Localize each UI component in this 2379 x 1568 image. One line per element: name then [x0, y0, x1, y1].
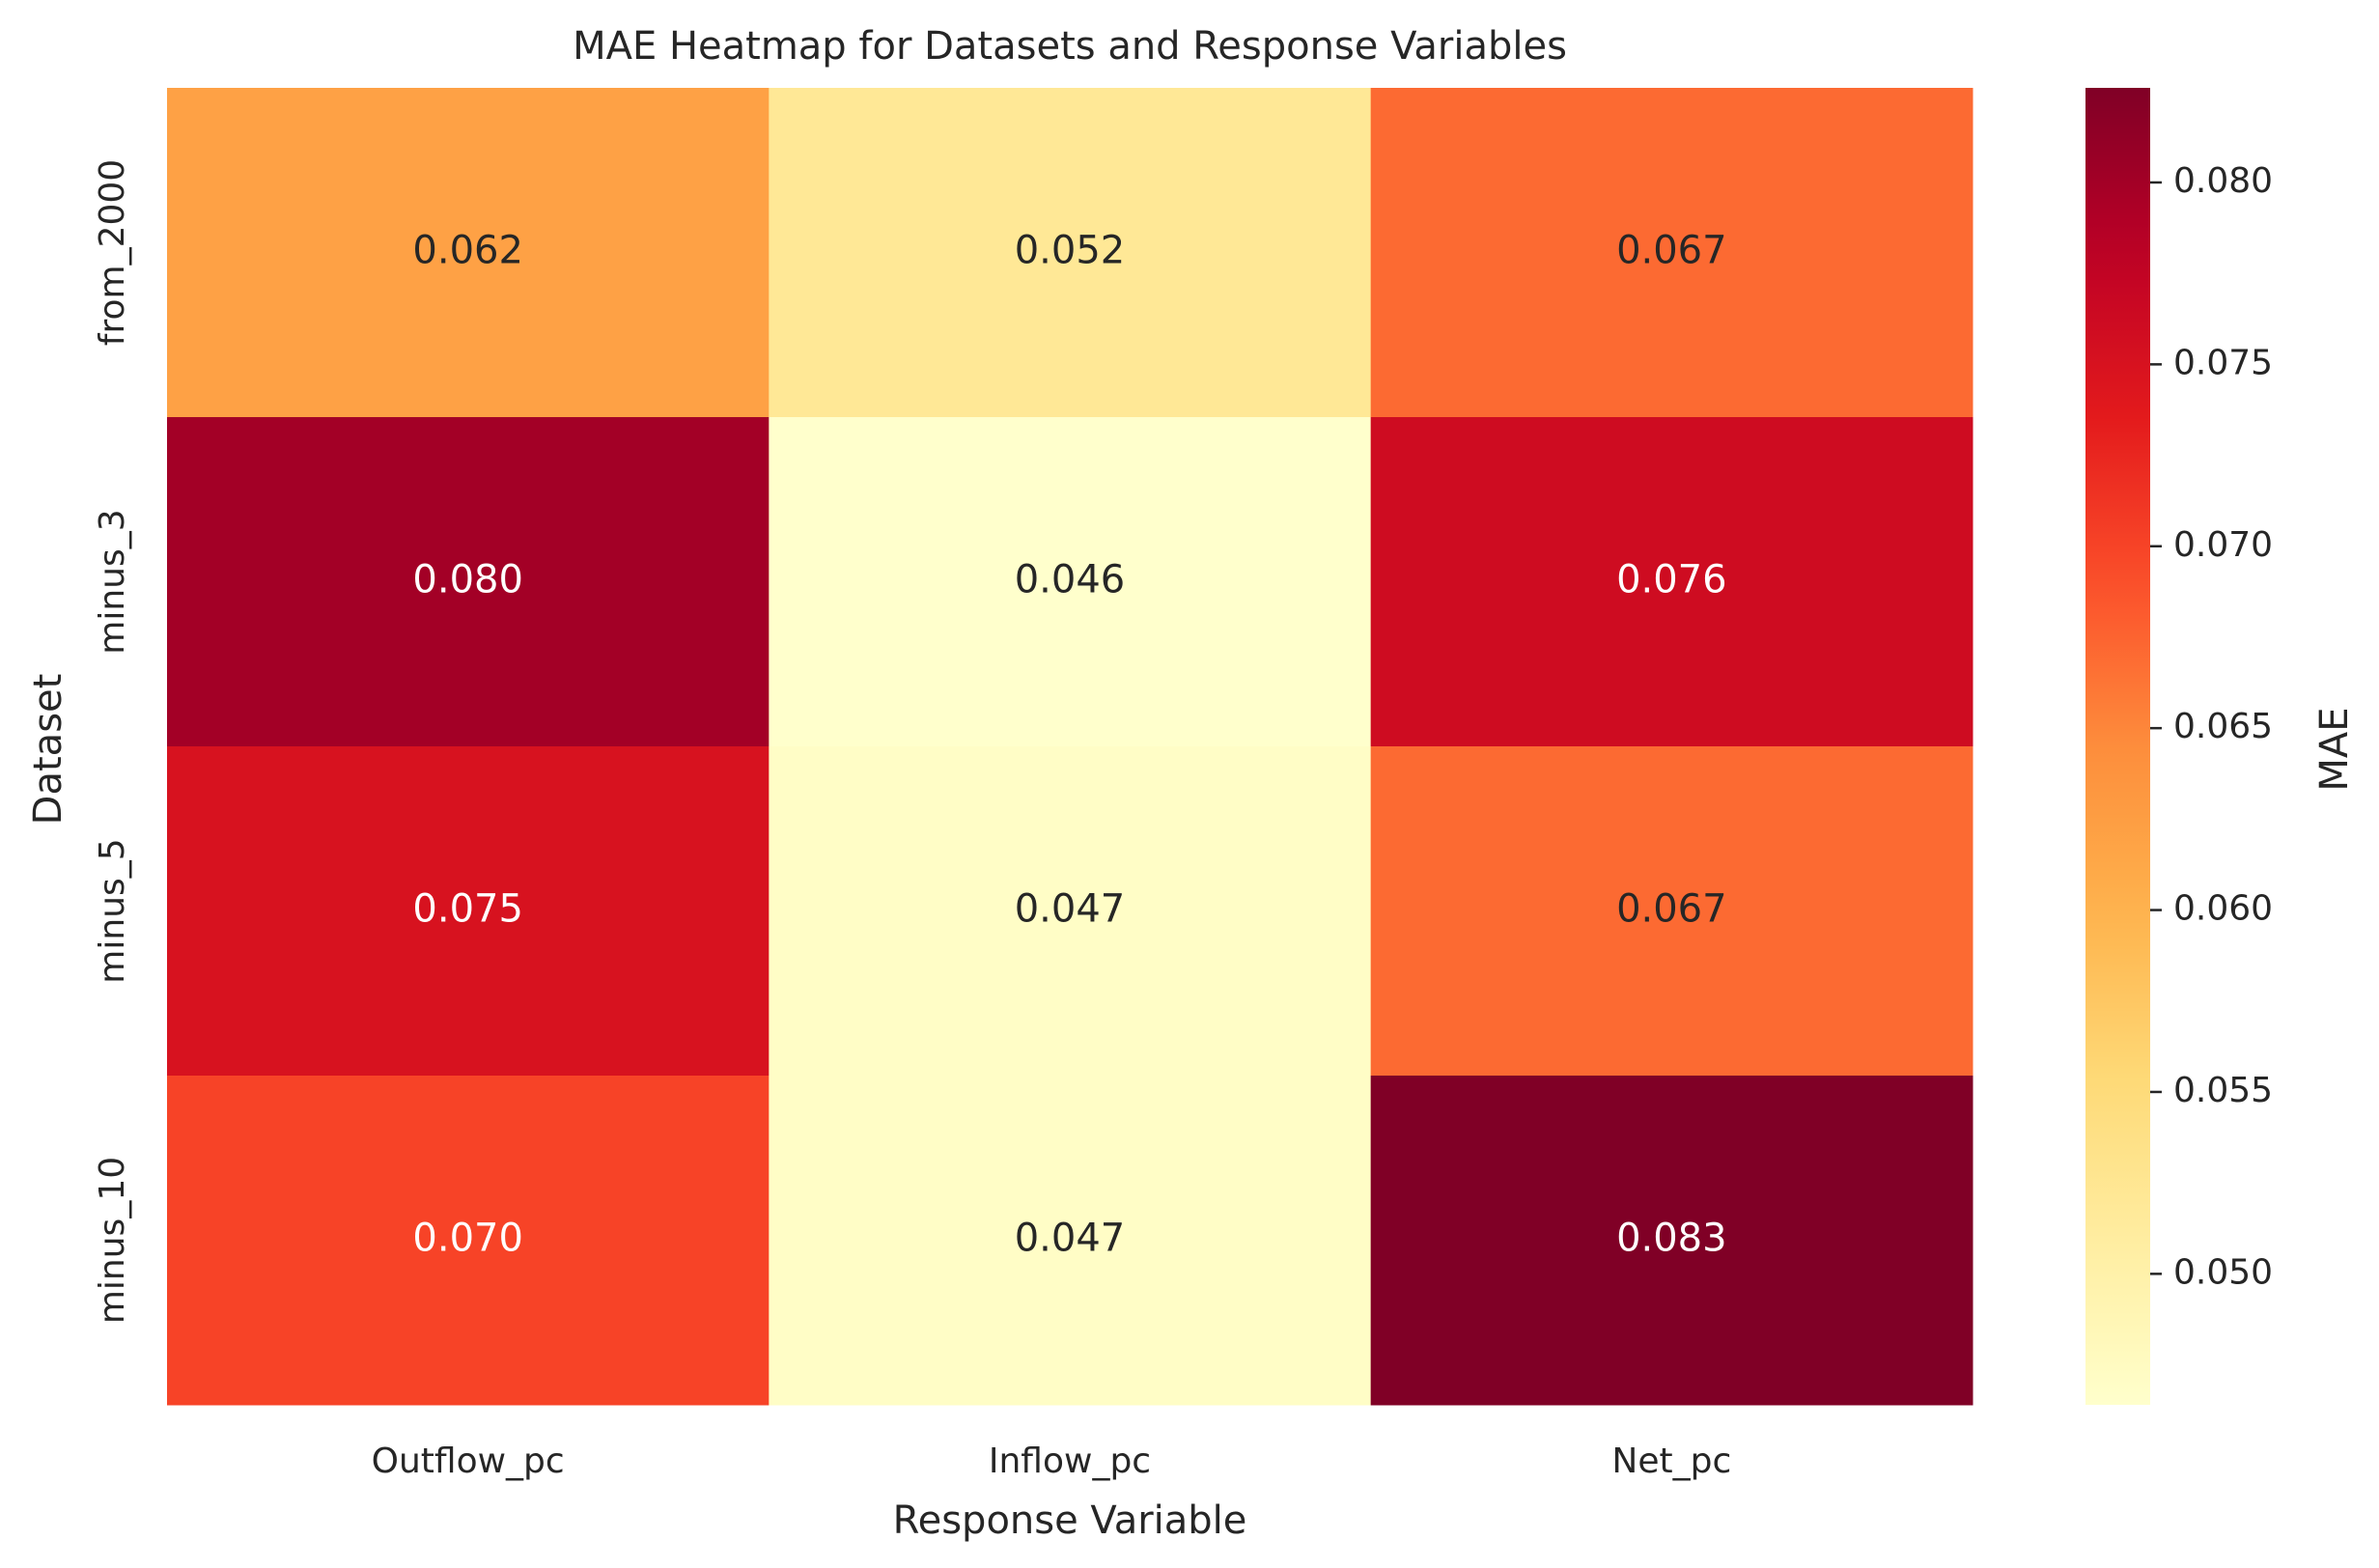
colorbar-tick-label: 0.070 — [2173, 525, 2273, 565]
heatmap-cell — [769, 746, 1372, 1077]
x-tick-label: Inflow_pc — [989, 1442, 1151, 1481]
cell-value-label: 0.067 — [1616, 229, 1727, 273]
heatmap-cell — [1370, 417, 1973, 747]
cell-value-label: 0.067 — [1616, 887, 1727, 932]
colorbar-tick-label: 0.065 — [2173, 707, 2273, 746]
y-tick-label: from_2000 — [93, 159, 132, 346]
colorbar-ticks: 0.050 0.055 0.060 0.065 0.070 0.075 0.080 — [2150, 161, 2273, 1292]
cell-value-label: 0.083 — [1616, 1217, 1727, 1261]
x-axis-ticks: Outflow_pc Inflow_pc Net_pc — [372, 1442, 1732, 1481]
y-tick-label: minus_10 — [93, 1157, 132, 1324]
cell-value-label: 0.052 — [1015, 229, 1126, 273]
x-tick-label: Outflow_pc — [372, 1442, 565, 1481]
colorbar-tick-label: 0.080 — [2173, 161, 2273, 201]
heatmap-cell — [167, 88, 770, 418]
heatmap-cell — [1370, 746, 1973, 1077]
cell-value-label: 0.062 — [412, 229, 523, 273]
x-axis-label: Response Variable — [893, 1498, 1247, 1543]
heatmap-cell — [769, 417, 1372, 747]
x-tick-label: Net_pc — [1611, 1442, 1731, 1481]
cell-value-label: 0.075 — [412, 887, 523, 932]
colorbar — [2085, 88, 2150, 1405]
cell-value-label: 0.070 — [412, 1217, 523, 1261]
colorbar-tick-label: 0.060 — [2173, 889, 2273, 929]
colorbar-label: MAE — [2312, 707, 2357, 791]
cell-value-label: 0.080 — [412, 558, 523, 602]
colorbar-tick-label: 0.050 — [2173, 1252, 2273, 1292]
heatmap-cell — [1370, 1076, 1973, 1406]
heatmap-cells — [167, 88, 1973, 1406]
cell-value-label: 0.046 — [1015, 558, 1126, 602]
heatmap-cell — [769, 1076, 1372, 1406]
colorbar-tick-label: 0.075 — [2173, 343, 2273, 382]
cell-value-label: 0.047 — [1015, 1217, 1126, 1261]
heatmap-cell — [167, 417, 770, 747]
y-tick-label: minus_5 — [93, 838, 132, 983]
heatmap-cell-labels: 0.062 0.052 0.067 0.080 0.046 0.076 0.075 0.047… — [412, 229, 1726, 1261]
y-axis-label: Dataset — [26, 674, 70, 826]
y-tick-label: minus_3 — [93, 509, 132, 654]
heatmap-cell — [167, 1076, 770, 1406]
heatmap-cell — [167, 746, 770, 1077]
heatmap-cell — [1370, 88, 1973, 418]
chart-title: MAE Heatmap for Datasets and Response Va… — [573, 24, 1567, 69]
heatmap-cell — [769, 88, 1372, 418]
y-axis-ticks: from_2000 minus_3 minus_5 minus_10 — [93, 159, 132, 1324]
cell-value-label: 0.076 — [1616, 558, 1727, 602]
colorbar-tick-label: 0.055 — [2173, 1071, 2273, 1110]
cell-value-label: 0.047 — [1015, 887, 1126, 932]
